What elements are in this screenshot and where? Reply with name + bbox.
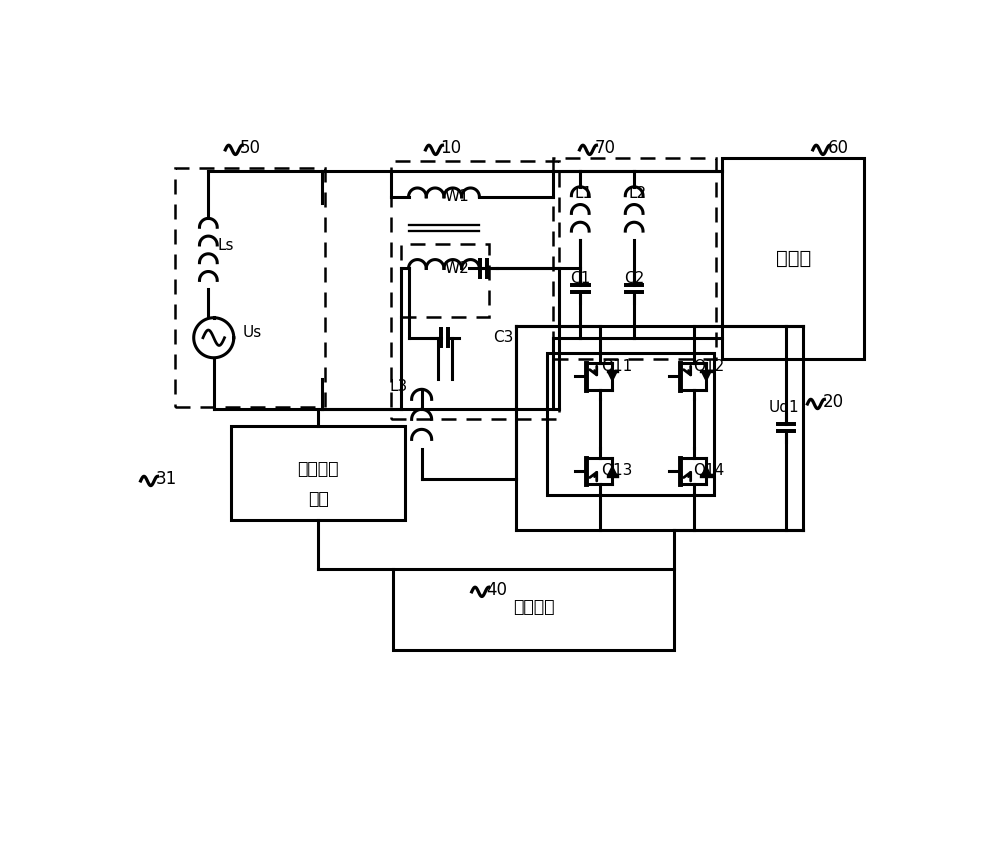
Text: 40: 40 [487, 580, 508, 598]
Text: 60: 60 [828, 139, 849, 157]
Bar [393, 568, 674, 649]
Text: C1: C1 [570, 271, 590, 286]
Text: 电流检测: 电流检测 [297, 460, 339, 477]
Text: Q12: Q12 [693, 359, 724, 374]
Bar [231, 426, 405, 520]
Text: L3: L3 [389, 379, 408, 394]
Polygon shape [608, 372, 617, 381]
Text: Us: Us [243, 325, 262, 340]
Bar [401, 243, 489, 317]
Text: W2: W2 [445, 261, 469, 276]
Text: 20: 20 [822, 392, 843, 411]
Polygon shape [701, 372, 711, 381]
Text: L1: L1 [574, 186, 592, 201]
Text: 50: 50 [240, 139, 261, 157]
Bar [516, 326, 803, 530]
Text: 31: 31 [155, 470, 177, 488]
Text: C3: C3 [493, 330, 513, 346]
Text: Q13: Q13 [601, 464, 632, 478]
Text: 控制模块: 控制模块 [513, 598, 554, 616]
Text: Q14: Q14 [693, 464, 724, 478]
Text: 10: 10 [440, 139, 461, 157]
Text: L2: L2 [628, 186, 646, 201]
Text: Ud1: Ud1 [768, 399, 799, 414]
Bar [722, 158, 864, 358]
Bar [553, 158, 716, 358]
Text: Ls: Ls [218, 237, 234, 253]
Text: W1: W1 [445, 189, 469, 204]
Polygon shape [608, 466, 617, 476]
Polygon shape [701, 466, 711, 476]
Text: 70: 70 [594, 139, 615, 157]
Bar [175, 168, 325, 407]
Bar [391, 161, 559, 419]
Text: 谐波源: 谐波源 [776, 249, 811, 268]
Text: 模块: 模块 [308, 490, 328, 508]
Bar [547, 352, 714, 494]
Text: Q11: Q11 [601, 359, 632, 374]
Text: C2: C2 [624, 271, 644, 286]
